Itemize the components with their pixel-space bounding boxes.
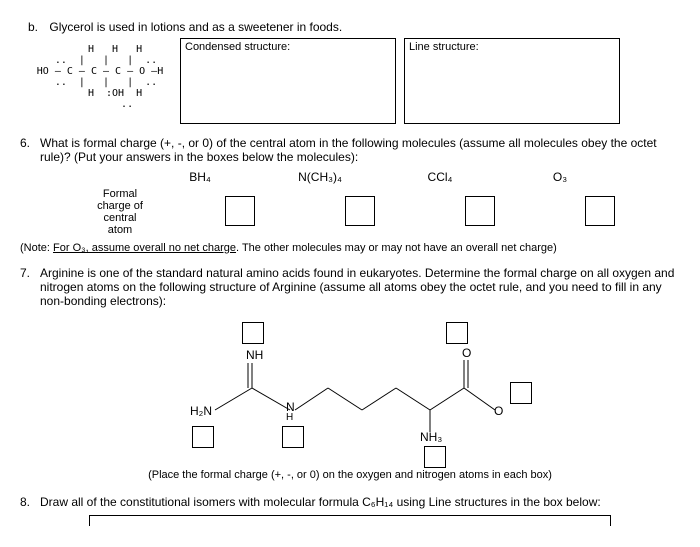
atom-h: H <box>286 412 293 423</box>
atom-nh3: NH₃ <box>420 430 442 444</box>
isomer-answer-box[interactable] <box>89 515 611 526</box>
charge-box[interactable] <box>242 322 264 344</box>
charge-box[interactable] <box>282 426 304 448</box>
q6-number: 6. <box>20 136 40 164</box>
mol-label: N(CH₃)₄ <box>260 170 380 184</box>
question-7: 7. Arginine is one of the standard natur… <box>20 266 680 481</box>
q6-note: (Note: For O₃, assume overall no net cha… <box>20 242 680 254</box>
fc-answer-box[interactable] <box>345 196 375 226</box>
q8-number: 8. <box>20 495 40 509</box>
fc-answer-box[interactable] <box>465 196 495 226</box>
lewis-structure: H H H .. | | | .. HO — C — C — C — O —H … <box>20 38 180 110</box>
fc-answer-box[interactable] <box>225 196 255 226</box>
question-8: 8. Draw all of the constitutional isomer… <box>20 495 680 526</box>
fc-label: Formal charge of central atom <box>60 188 180 236</box>
atom-h2n: H₂N <box>190 404 212 418</box>
charge-box[interactable] <box>446 322 468 344</box>
mol-label: O₃ <box>500 170 620 184</box>
atom-o1: O <box>462 346 471 360</box>
condensed-structure-box[interactable]: Condensed structure: <box>180 38 396 124</box>
line-structure-box[interactable]: Line structure: <box>404 38 620 124</box>
atom-o2: O <box>494 404 503 418</box>
q7-caption: (Place the formal charge (+, -, or 0) on… <box>20 469 680 481</box>
q6-text: What is formal charge (+, -, or 0) of th… <box>40 136 680 164</box>
charge-box[interactable] <box>424 446 446 468</box>
section-b: b. Glycerol is used in lotions and as a … <box>20 20 680 124</box>
b-label: b. <box>28 20 38 34</box>
mol-label: CCl₄ <box>380 170 500 184</box>
q7-text: Arginine is one of the standard natural … <box>40 266 680 308</box>
arginine-diagram: H₂N NH N H NH₃ O O <box>170 318 530 463</box>
fc-answer-box[interactable] <box>585 196 615 226</box>
atom-nh: NH <box>246 348 263 362</box>
q7-number: 7. <box>20 266 40 308</box>
q8-text: Draw all of the constitutional isomers w… <box>40 495 680 509</box>
charge-box[interactable] <box>510 382 532 404</box>
arginine-svg <box>170 318 530 463</box>
charge-box[interactable] <box>192 426 214 448</box>
b-text: Glycerol is used in lotions and as a swe… <box>49 20 342 34</box>
question-6: 6. What is formal charge (+, -, or 0) of… <box>20 136 680 254</box>
mol-label: BH₄ <box>140 170 260 184</box>
